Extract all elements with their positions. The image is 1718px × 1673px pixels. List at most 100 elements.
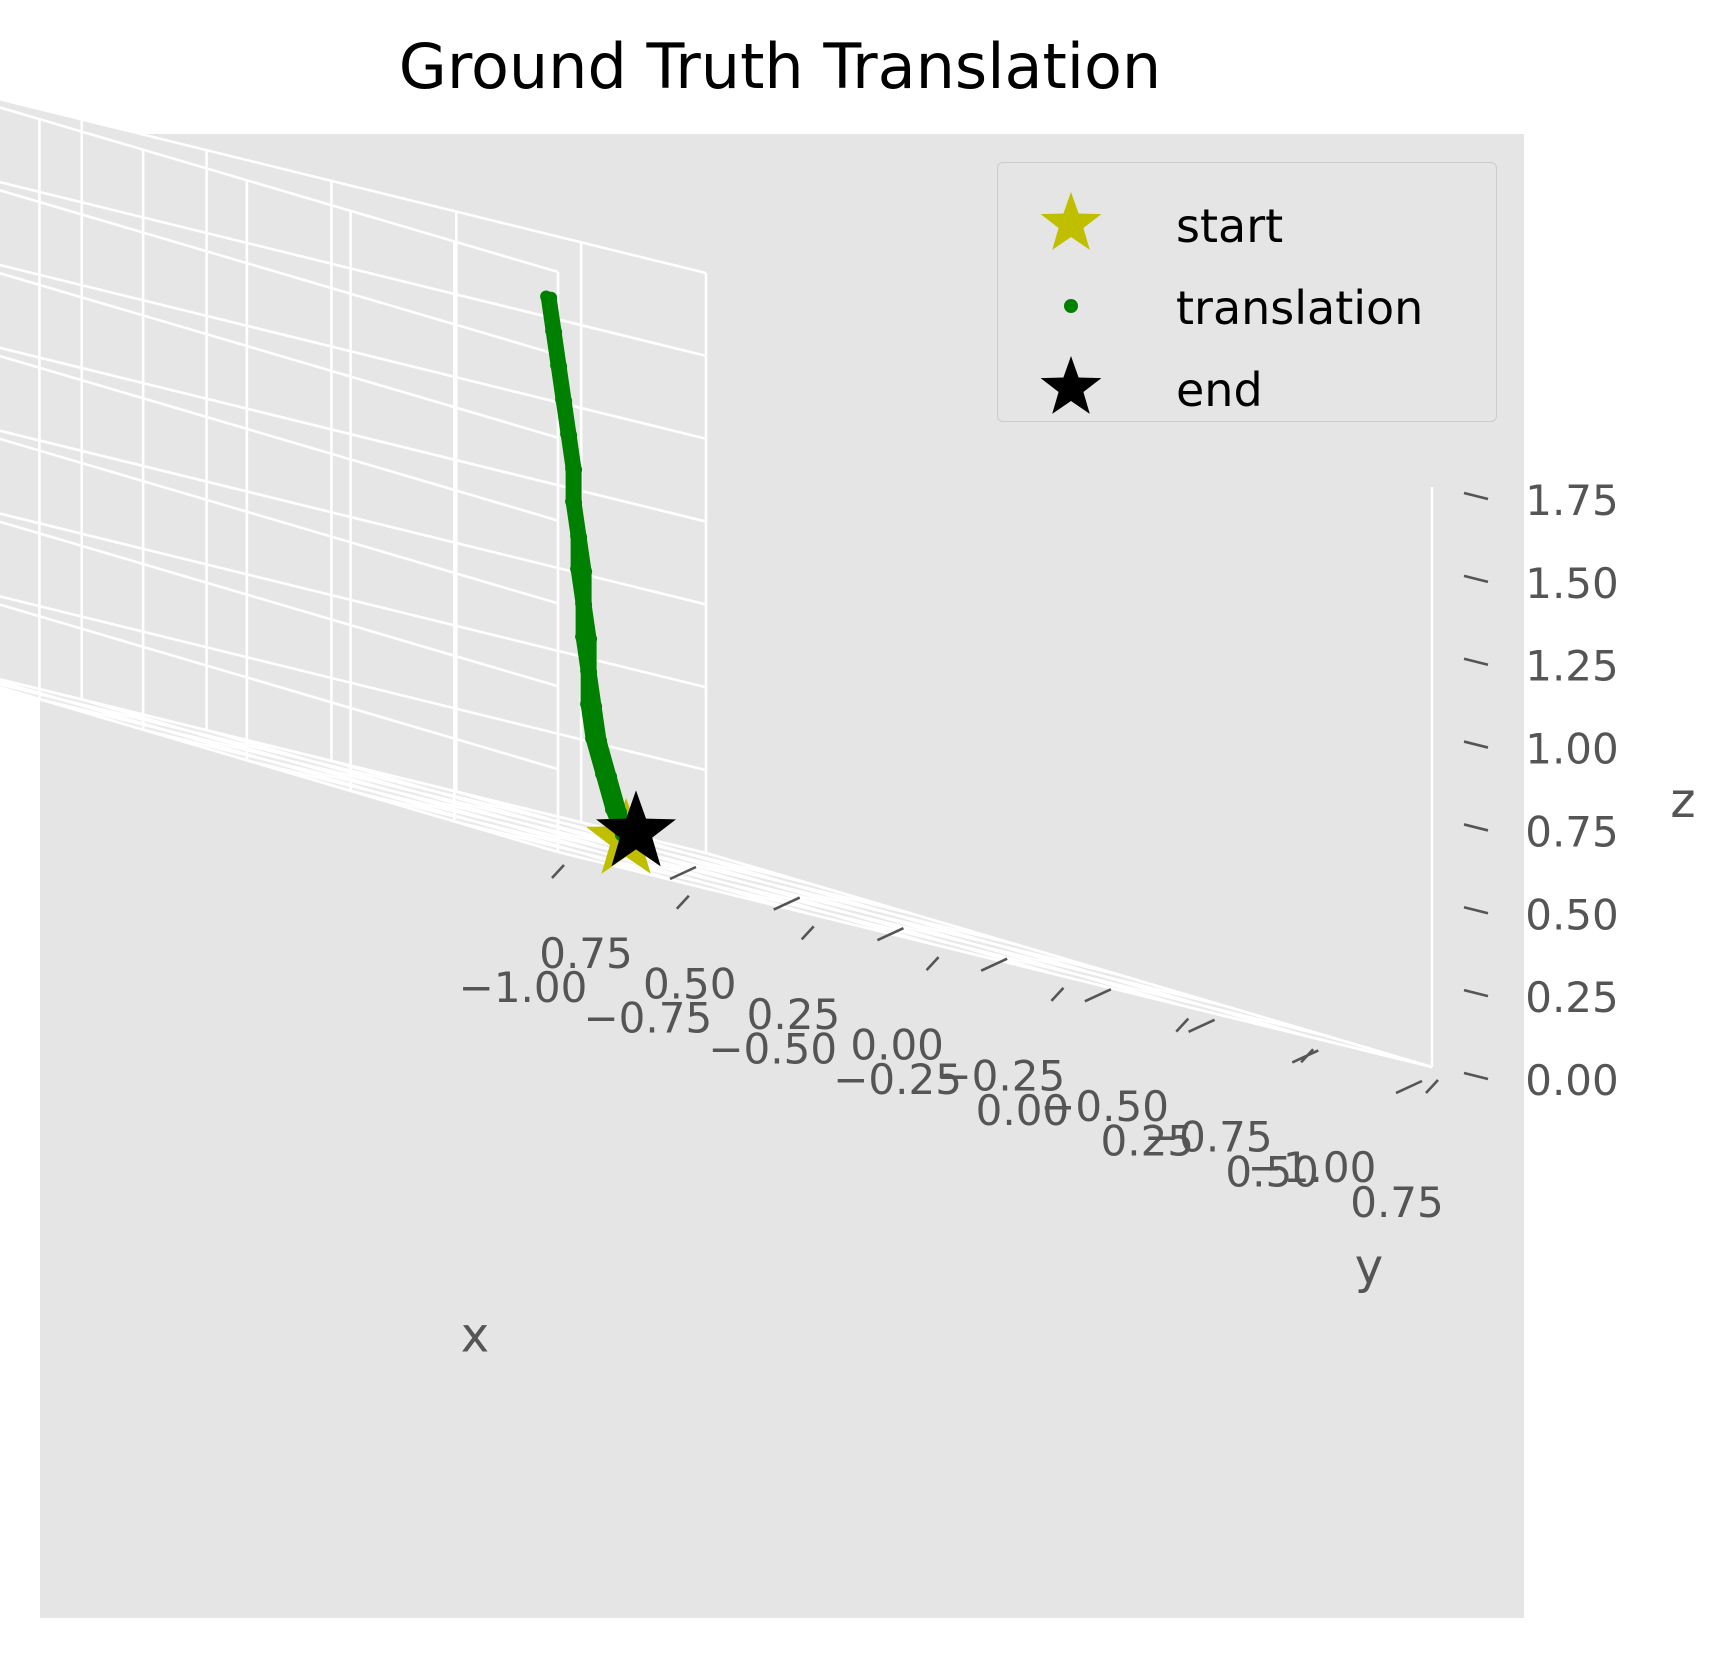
tick-label: −0.50 — [1040, 1082, 1169, 1131]
tick-label: 0.00 — [850, 1021, 944, 1070]
grid-line-y-floor — [0, 683, 811, 885]
grid-line-y-floor — [0, 677, 707, 855]
translation-point — [580, 664, 593, 677]
legend-label-start: start — [1176, 199, 1284, 253]
translation-segment — [595, 768, 617, 816]
tick-label: −0.25 — [833, 1055, 962, 1104]
translation-point — [575, 630, 588, 643]
translation-point — [540, 290, 553, 303]
z-axis-label: z — [1670, 773, 1695, 829]
translation-point — [590, 700, 603, 713]
x-axis-label: x — [461, 1308, 489, 1364]
legend-item-start: start — [998, 189, 1496, 259]
legend-item-end: end — [998, 353, 1496, 423]
data-marks — [540, 290, 676, 874]
tick-mark — [980, 957, 1008, 972]
tick-label: −0.75 — [1144, 1112, 1273, 1161]
legend-dot-marker-icon — [1064, 299, 1078, 313]
x-axis-line — [557, 850, 1433, 1069]
grid-line-z-back — [0, 180, 707, 358]
back-pane — [0, 99, 706, 853]
translation-segment — [585, 732, 607, 780]
translation-segment — [605, 771, 627, 818]
legend: start translation end — [997, 162, 1497, 422]
tick-mark — [1463, 574, 1489, 584]
legend-label-translation: translation — [1176, 281, 1424, 335]
tick-mark — [1175, 1017, 1190, 1033]
tick-mark — [675, 894, 690, 910]
tick-label: 1.50 — [1525, 559, 1619, 608]
translation-segment — [595, 735, 617, 783]
chart-title: Ground Truth Translation — [398, 30, 1162, 103]
translation-point — [545, 324, 558, 337]
tick-mark — [1463, 491, 1489, 501]
tick-label: 0.75 — [1350, 1178, 1444, 1227]
grid-line-z-back — [0, 429, 707, 606]
tick-label: 0.50 — [1525, 890, 1619, 939]
translation-point — [560, 428, 573, 441]
tick-mark — [1463, 906, 1489, 915]
tick-label: 0.00 — [1525, 1056, 1619, 1105]
grid-line-z-left — [0, 686, 559, 854]
legend-item-translation: translation — [998, 271, 1496, 341]
tick-mark — [925, 956, 940, 972]
axis-labels: x y z — [461, 773, 1696, 1364]
tick-label: −0.50 — [708, 1024, 837, 1073]
tick-mark — [1084, 988, 1112, 1003]
translation-point — [585, 732, 598, 745]
tick-mark — [1463, 657, 1489, 666]
tick-mark — [1463, 1071, 1489, 1081]
grid-line-z-left — [0, 189, 559, 357]
legend-star-marker-icon — [1040, 356, 1102, 414]
legend-star-marker-icon — [1040, 192, 1102, 250]
legend-label-end: end — [1176, 363, 1263, 417]
series-end — [596, 790, 676, 867]
translation-point — [575, 597, 588, 610]
translation-point — [595, 734, 608, 747]
tick-label: 0.75 — [1525, 807, 1619, 856]
tick-label: 0.75 — [539, 929, 633, 978]
tick-label: 0.25 — [1525, 973, 1619, 1022]
tick-mark — [1463, 823, 1489, 832]
tick-label: −1.00 — [1248, 1143, 1377, 1192]
tick-label: 1.00 — [1525, 725, 1619, 774]
tick-mark — [1463, 988, 1489, 998]
translation-point — [580, 565, 593, 578]
grid-lines — [0, 97, 1434, 1069]
tick-mark — [1463, 740, 1489, 749]
grid-line-z-left — [0, 354, 559, 522]
grid-line-z-left — [0, 271, 559, 439]
translation-point — [555, 393, 568, 406]
tick-label: −0.25 — [936, 1051, 1065, 1100]
tick-mark — [669, 865, 697, 881]
grid-line-z-back — [0, 595, 707, 772]
translation-point — [580, 698, 593, 711]
translation-point — [565, 462, 578, 475]
tick-label: −0.75 — [583, 994, 712, 1043]
tick-label: −1.00 — [459, 963, 588, 1012]
translation-point — [615, 806, 628, 819]
translation-point — [585, 633, 598, 646]
tick-mark — [1188, 1018, 1216, 1034]
tick-label: 0.50 — [643, 960, 737, 1009]
end-star-marker — [596, 790, 676, 867]
grid-line-z-left — [0, 603, 559, 771]
grid-line-z-left — [0, 520, 559, 688]
tick-mark — [1425, 1079, 1439, 1094]
grid-line-z-back — [0, 97, 707, 275]
grid-line-z-back — [0, 512, 707, 689]
tick-label: 1.75 — [1525, 476, 1619, 525]
tick-label: 1.25 — [1525, 642, 1619, 691]
translation-point — [550, 359, 563, 372]
grid-line-z-back — [0, 346, 707, 523]
tick-label: 0.25 — [1101, 1117, 1195, 1166]
tick-label: 0.50 — [1225, 1147, 1319, 1196]
axis-ticks: −1.00−0.75−0.50−0.250.000.250.500.75−1.0… — [459, 476, 1619, 1227]
tick-mark — [1291, 1049, 1319, 1064]
tick-mark — [800, 925, 815, 941]
y-axis-label: y — [1355, 1239, 1383, 1295]
tick-mark — [1050, 986, 1065, 1002]
y-axis-line — [705, 851, 1433, 1069]
grid-line-z-left — [0, 106, 559, 274]
translation-point — [570, 529, 583, 542]
